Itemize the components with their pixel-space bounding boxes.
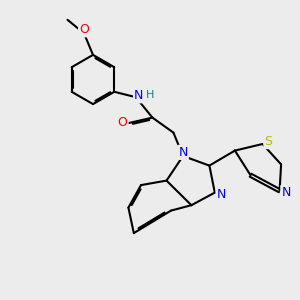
Text: O: O [79, 23, 89, 36]
Text: O: O [118, 116, 127, 130]
Text: N: N [134, 89, 144, 102]
Text: O: O [79, 23, 89, 36]
Text: N: N [178, 146, 188, 159]
Text: O: O [118, 116, 127, 130]
Text: H: H [146, 90, 154, 100]
Text: N: N [281, 186, 291, 199]
Text: S: S [265, 135, 272, 148]
Text: N: N [134, 89, 144, 102]
Text: N: N [217, 188, 226, 202]
Text: N: N [217, 188, 226, 202]
Text: H: H [146, 90, 154, 100]
Text: S: S [265, 135, 272, 148]
Text: N: N [281, 186, 291, 199]
Text: N: N [178, 146, 188, 159]
